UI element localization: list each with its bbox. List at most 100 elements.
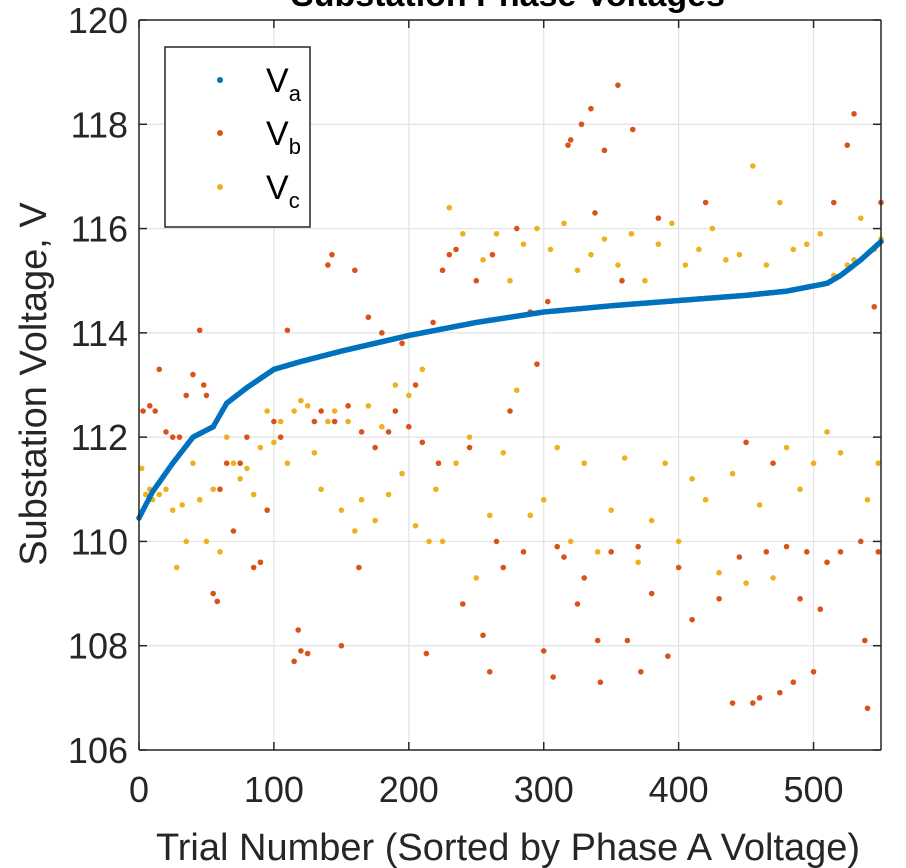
vb-point: [804, 549, 810, 555]
vb-point: [635, 543, 641, 550]
vb-point: [574, 601, 581, 607]
vb-point: [196, 327, 203, 334]
vb-point: [183, 392, 190, 399]
vc-point: [223, 434, 230, 440]
vc-point: [156, 491, 163, 498]
vc-point: [237, 476, 243, 482]
vc-point: [318, 486, 324, 493]
vc-point: [257, 444, 264, 451]
vc-point: [365, 403, 372, 409]
y-tick-label: 114: [71, 313, 128, 354]
vb-point: [561, 554, 567, 560]
vb-point: [629, 126, 636, 133]
vb-point: [743, 439, 749, 446]
vb-point: [152, 408, 158, 414]
x-tick-label: 200: [379, 769, 439, 810]
vb-point: [810, 668, 817, 675]
vb-point: [493, 538, 500, 545]
vb-point: [176, 434, 183, 440]
vc-point: [173, 564, 180, 571]
vc-point: [817, 230, 824, 237]
vc-point: [662, 460, 668, 467]
vb-point: [271, 418, 277, 425]
vb-point: [298, 648, 304, 654]
vc-point: [824, 429, 830, 435]
vb-point: [223, 460, 230, 467]
vb-point: [331, 418, 338, 425]
vc-point: [433, 486, 439, 493]
vb-point: [210, 590, 216, 597]
vc-point: [352, 528, 358, 534]
vc-point: [480, 257, 486, 263]
vb-point: [824, 559, 830, 566]
legend-marker-b: [217, 130, 223, 136]
vb-point: [392, 408, 399, 414]
vc-point: [601, 236, 608, 242]
vb-point: [358, 429, 365, 435]
vc-point: [244, 465, 250, 472]
vb-point: [419, 439, 426, 446]
vc-point: [554, 444, 561, 451]
vb-point: [777, 689, 783, 696]
vb-point: [435, 460, 442, 467]
vb-point: [473, 277, 480, 284]
vc-point: [493, 230, 500, 237]
vb-point: [412, 382, 419, 388]
x-tick-label: 500: [784, 769, 844, 810]
vb-point: [264, 507, 270, 513]
vc-point: [736, 251, 743, 258]
vb-point: [385, 429, 392, 435]
vb-point: [446, 251, 453, 258]
vc-point: [183, 538, 190, 545]
vc-point: [486, 512, 493, 519]
vc-point: [459, 230, 466, 237]
vb-point: [237, 460, 243, 467]
vc-point: [406, 392, 412, 399]
vb-point: [565, 142, 571, 148]
vb-point: [675, 564, 682, 571]
y-tick-label: 106: [68, 730, 128, 771]
vb-point: [550, 674, 556, 680]
vc-point: [138, 465, 145, 472]
vb-point: [702, 199, 709, 206]
legend: Va Vb Vc: [164, 46, 311, 228]
vc-point: [770, 575, 776, 581]
vc-point: [379, 423, 385, 430]
vb-point: [466, 444, 473, 451]
legend-label-a: Va: [266, 62, 302, 106]
vc-point: [291, 408, 297, 414]
vc-point: [277, 418, 284, 425]
vb-point: [783, 543, 790, 550]
vb-point: [736, 554, 743, 560]
y-tick-label: 118: [71, 104, 128, 145]
vc-point: [473, 575, 480, 581]
vb-point: [217, 486, 223, 493]
vb-point: [756, 695, 763, 701]
legend-marker-c: [217, 184, 223, 190]
vb-point: [230, 528, 237, 534]
vc-point: [875, 460, 882, 467]
vb-point: [352, 267, 358, 274]
vb-point: [716, 595, 722, 602]
vb-point: [169, 434, 176, 440]
vb-point: [844, 142, 851, 148]
vb-point: [830, 199, 837, 206]
data-points: [136, 82, 884, 712]
vc-point: [702, 496, 709, 503]
vc-point: [311, 449, 318, 456]
vb-point: [837, 549, 844, 555]
vb-point: [190, 371, 196, 378]
vc-point: [210, 486, 216, 493]
vc-point: [345, 418, 351, 425]
vb-point: [163, 429, 169, 435]
vb-point: [459, 601, 466, 607]
vb-point: [291, 658, 297, 665]
y-axis-label: Substation Voltage, V: [13, 202, 55, 566]
vb-point: [277, 434, 284, 440]
vc-point: [399, 470, 405, 477]
vc-point: [547, 246, 554, 253]
vc-point: [723, 257, 729, 263]
vb-point: [500, 564, 507, 571]
vc-point: [642, 277, 648, 284]
vc-point: [169, 507, 176, 513]
